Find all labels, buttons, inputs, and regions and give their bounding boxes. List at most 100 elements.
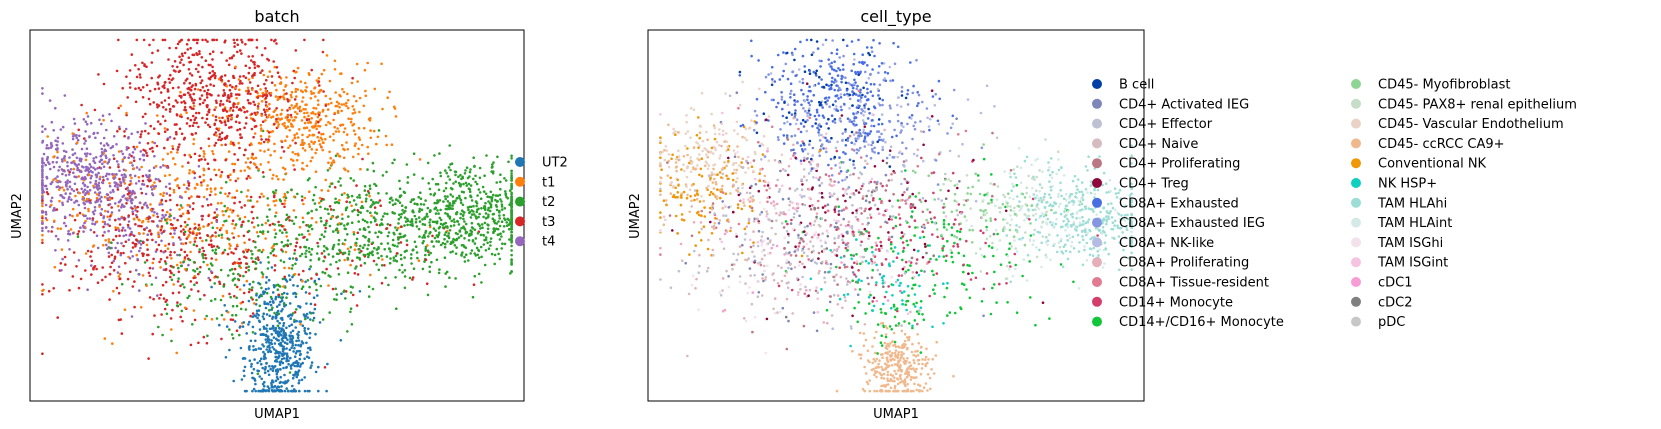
point-t2 — [272, 191, 276, 195]
point-cd14-monocyte — [883, 295, 887, 299]
point-t3 — [133, 242, 137, 246]
point-t2 — [422, 233, 426, 237]
point-t2 — [457, 175, 460, 178]
point-t2 — [482, 234, 486, 237]
point-t2 — [510, 225, 513, 228]
legend-item-t1: t1 — [515, 175, 555, 190]
point-t1 — [292, 209, 296, 212]
point-t1 — [222, 318, 226, 321]
point-ut2 — [282, 357, 286, 360]
point-t1 — [324, 123, 328, 127]
point-nk-hsp — [871, 250, 874, 254]
point-t4 — [61, 172, 64, 176]
point-t4 — [41, 222, 44, 225]
point-ut2 — [262, 345, 266, 348]
point-t4 — [105, 193, 109, 196]
point-t2 — [281, 277, 285, 281]
point-t3 — [187, 56, 191, 59]
point-t2 — [489, 240, 492, 244]
point-ut2 — [307, 346, 310, 350]
point-t3 — [285, 92, 288, 95]
point-cd8a-tissue-resident — [904, 202, 908, 205]
point-t2 — [261, 231, 264, 234]
point-t3 — [197, 70, 200, 74]
point-t2 — [393, 233, 396, 236]
point-t2 — [432, 227, 436, 230]
point-t4 — [127, 238, 131, 242]
point-cd4-proliferating — [885, 184, 889, 187]
point-t3 — [253, 111, 256, 115]
point-t1 — [263, 150, 266, 153]
point-ut2 — [289, 313, 293, 317]
point-t1 — [304, 81, 307, 85]
point-t4 — [81, 181, 85, 185]
point-t2 — [499, 187, 502, 191]
point-cd8a-exhausted — [851, 86, 855, 90]
point-t1 — [55, 179, 59, 183]
point-t1 — [219, 226, 223, 230]
point-t1 — [229, 208, 232, 211]
point-t2 — [318, 237, 322, 241]
point-t1 — [171, 235, 174, 239]
point-ut2 — [250, 362, 253, 366]
point-t3 — [142, 38, 146, 42]
point-t2 — [348, 250, 351, 253]
point-t2 — [428, 265, 432, 269]
point-t3 — [261, 69, 264, 72]
point-t3 — [182, 63, 185, 67]
point-t3 — [287, 216, 290, 219]
point-t2 — [365, 197, 368, 201]
point-t1 — [95, 220, 99, 223]
point-t3 — [148, 274, 152, 278]
point-cd8a-proliferating — [768, 186, 771, 190]
point-t4 — [116, 241, 119, 245]
point-t4 — [45, 187, 49, 191]
point-t1 — [346, 92, 349, 96]
point-t3 — [157, 87, 161, 90]
point-t2 — [229, 295, 232, 299]
point-t3 — [227, 119, 230, 123]
point-t3 — [224, 158, 227, 162]
point-t3 — [238, 274, 242, 278]
point-t2 — [179, 204, 183, 207]
point-t4 — [108, 184, 112, 188]
point-t1 — [202, 150, 205, 153]
point-t2 — [157, 325, 160, 329]
point-t3 — [188, 72, 192, 75]
point-t2 — [391, 199, 394, 202]
point-t4 — [152, 166, 156, 169]
point-t4 — [75, 175, 78, 179]
point-t4 — [144, 192, 148, 196]
point-t3 — [219, 99, 223, 103]
point-ut2 — [301, 324, 305, 328]
point-t1 — [352, 155, 355, 159]
point-t3 — [169, 264, 173, 268]
point-t2 — [470, 249, 474, 252]
point-t1 — [320, 189, 324, 192]
point-t2 — [327, 274, 331, 277]
point-t1 — [298, 105, 302, 109]
point-t1 — [358, 110, 361, 114]
point-t2 — [247, 268, 250, 272]
point-t2 — [449, 186, 453, 190]
point-t3 — [315, 273, 319, 276]
point-t4 — [41, 175, 44, 179]
point-cd45-ccrcc-ca9 — [690, 199, 693, 203]
point-t4 — [146, 233, 149, 236]
point-t3 — [252, 60, 255, 64]
point-t2 — [464, 222, 468, 226]
point-t2 — [295, 237, 298, 240]
point-ut2 — [281, 340, 285, 343]
point-t2 — [298, 233, 301, 237]
point-t3 — [278, 75, 281, 78]
point-t3 — [150, 76, 153, 80]
point-t3 — [41, 352, 44, 356]
point-cd45-ccrcc-ca9 — [907, 338, 910, 342]
point-t2 — [326, 208, 329, 211]
point-t3 — [183, 93, 187, 96]
point-t4 — [41, 166, 44, 169]
point-t3 — [245, 177, 249, 180]
point-t2 — [470, 221, 474, 225]
point-t2 — [404, 206, 408, 209]
point-ut2 — [276, 333, 280, 337]
